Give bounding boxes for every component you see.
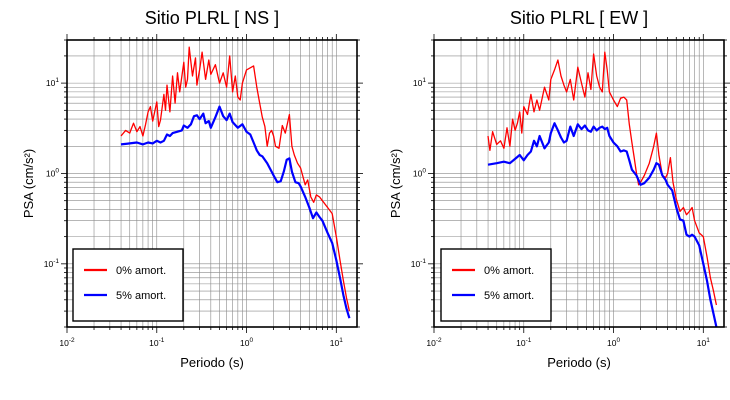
chart-title: Sitio PLRL [ NS ] — [145, 8, 279, 28]
series-line-undamped — [120, 46, 351, 312]
series-line-damped — [120, 105, 351, 319]
x-tick-base: 10 — [240, 338, 250, 348]
y-tick-exponent: 0 — [55, 167, 59, 174]
x-tick-base: 10 — [426, 338, 436, 348]
y-tick-exponent: 1 — [422, 77, 426, 84]
x-tick-base: 10 — [607, 338, 617, 348]
y-tick-label: 100 — [413, 167, 426, 178]
plot-frame — [433, 39, 725, 328]
y-tick-label: 101 — [413, 77, 426, 88]
x-tick-label: 101 — [697, 337, 710, 348]
y-tick-exponent: -1 — [420, 258, 426, 265]
x-tick-exponent: 0 — [616, 337, 620, 344]
y-tick-exponent: -1 — [53, 258, 59, 265]
y-tick-label: 10-1 — [411, 258, 427, 269]
y-tick-base: 10 — [44, 259, 54, 269]
legend-label: 0% amort. — [484, 265, 534, 277]
y-tick-exponent: 0 — [422, 167, 426, 174]
x-tick-base: 10 — [516, 338, 526, 348]
y-axis-label: PSA (cm/s²) — [21, 149, 36, 218]
y-tick-base: 10 — [46, 168, 56, 178]
y-tick-base: 10 — [413, 78, 423, 88]
y-tick-base: 10 — [46, 78, 56, 88]
y-tick-label: 101 — [46, 77, 59, 88]
y-tick-label: 100 — [46, 167, 59, 178]
axis-ticks — [428, 34, 730, 333]
x-tick-exponent: 1 — [706, 337, 710, 344]
series-line-undamped — [487, 51, 718, 306]
legend-label: 0% amort. — [116, 265, 166, 277]
x-tick-base: 10 — [697, 338, 707, 348]
x-tick-exponent: -1 — [159, 337, 165, 344]
x-axis-label: Periodo (s) — [180, 355, 244, 370]
x-tick-exponent: -2 — [69, 337, 75, 344]
x-axis-label: Periodo (s) — [547, 355, 611, 370]
y-tick-base: 10 — [413, 168, 423, 178]
x-tick-exponent: 0 — [249, 337, 253, 344]
x-tick-base: 10 — [330, 338, 340, 348]
axis-ticks — [61, 34, 363, 333]
x-tick-exponent: -2 — [436, 337, 442, 344]
legend-box — [440, 248, 552, 322]
x-tick-label: 100 — [240, 337, 253, 348]
x-tick-label: 10-1 — [516, 337, 532, 348]
x-tick-label: 10-2 — [59, 337, 75, 348]
x-tick-label: 10-1 — [149, 337, 165, 348]
y-tick-exponent: 1 — [55, 77, 59, 84]
legend-box — [72, 248, 184, 322]
chart-title: Sitio PLRL [ EW ] — [510, 8, 648, 28]
series-line-damped — [487, 122, 718, 328]
x-tick-exponent: -1 — [526, 337, 532, 344]
x-tick-base: 10 — [59, 338, 69, 348]
x-tick-exponent: 1 — [339, 337, 343, 344]
legend: 0% amort. 5% amort. — [440, 248, 552, 322]
x-tick-label: 100 — [607, 337, 620, 348]
plot-frame — [66, 39, 358, 328]
y-tick-base: 10 — [411, 259, 421, 269]
y-tick-label: 10-1 — [44, 258, 60, 269]
x-tick-base: 10 — [149, 338, 159, 348]
x-tick-label: 10-2 — [426, 337, 442, 348]
legend-label: 5% amort. — [484, 290, 534, 302]
legend-label: 5% amort. — [116, 290, 166, 302]
legend: 0% amort. 5% amort. — [72, 248, 184, 322]
y-axis-label: PSA (cm/s²) — [388, 149, 403, 218]
x-tick-label: 101 — [330, 337, 343, 348]
